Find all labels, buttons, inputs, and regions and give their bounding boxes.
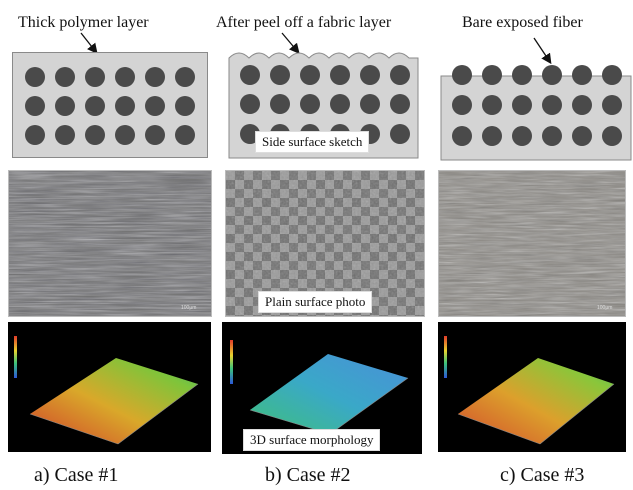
sketch-case1	[12, 52, 208, 158]
fiber-dot	[145, 96, 165, 116]
fiber-dot	[145, 67, 165, 87]
arrow-case2	[281, 32, 300, 54]
photo-case3: 100μm	[438, 170, 626, 317]
photo-case1: 100μm	[8, 170, 212, 317]
label-3d-surface-morphology: 3D surface morphology	[243, 429, 381, 451]
morphology-case3	[438, 322, 626, 452]
fiber-dot	[25, 125, 45, 145]
label-plain-surface-photo: Plain surface photo	[258, 291, 373, 313]
caption-case2: b) Case #2	[265, 464, 351, 486]
svg-text:100μm: 100μm	[181, 305, 196, 311]
fiber-dot	[115, 67, 135, 87]
fiber-dot	[25, 67, 45, 87]
sketch-case3	[440, 65, 632, 161]
fiber-dot	[55, 67, 75, 87]
fiber-dot	[55, 125, 75, 145]
label-after-peel-off: After peel off a fabric layer	[216, 14, 392, 31]
arrow-case1	[80, 32, 98, 55]
label-bare-exposed-fiber: Bare exposed fiber	[462, 14, 583, 31]
fiber-dot	[85, 125, 105, 145]
label-side-surface-sketch: Side surface sketch	[255, 131, 370, 153]
fiber-dot	[85, 67, 105, 87]
label-arrows	[80, 32, 552, 65]
fiber-dot	[175, 67, 195, 87]
fiber-dot	[175, 125, 195, 145]
fiber-dot	[25, 96, 45, 116]
fiber-dot	[115, 125, 135, 145]
fiber-dot	[55, 96, 75, 116]
caption-case1: a) Case #1	[34, 464, 119, 486]
arrow-case3	[533, 37, 552, 65]
fiber-dot	[85, 96, 105, 116]
fiber-dot	[175, 96, 195, 116]
fiber-dot	[115, 96, 135, 116]
fiber-dot	[145, 125, 165, 145]
label-thick-polymer-layer: Thick polymer layer	[18, 14, 149, 31]
svg-text:100μm: 100μm	[597, 305, 612, 311]
caption-case3: c) Case #3	[500, 464, 585, 486]
morphology-case1	[8, 322, 211, 452]
